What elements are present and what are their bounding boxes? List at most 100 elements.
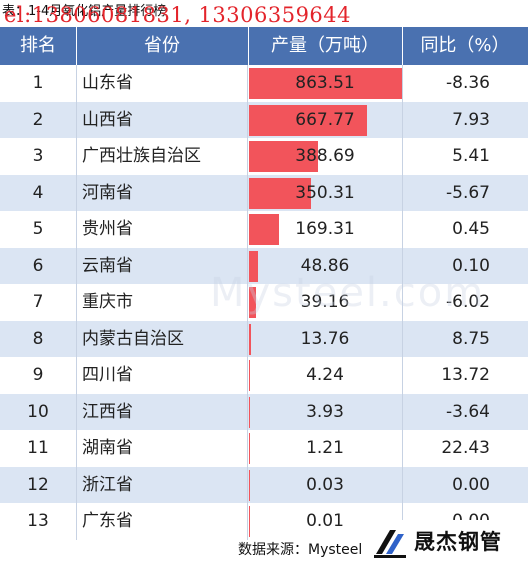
- output-cell: [248, 430, 403, 467]
- rank-cell: 3: [0, 138, 77, 175]
- table-row: 12 浙江省 0.03 0.00: [0, 466, 528, 503]
- yoy-cell: -6.02: [446, 292, 490, 312]
- overlay-contact-text: el:13806081831, 13306359644: [4, 3, 352, 27]
- output-value: 169.31: [295, 219, 355, 239]
- province-cell: 广西壮族自治区: [76, 138, 248, 175]
- brand-logo: 晟杰钢管: [368, 520, 528, 563]
- output-value: 4.24: [306, 365, 344, 385]
- table-row: 2 山西省 667.77 7.93: [0, 101, 528, 138]
- output-cell: [248, 101, 403, 138]
- yoy-cell: 7.93: [452, 109, 490, 130]
- province-cell: 山西省: [76, 101, 248, 138]
- table-row: 5 贵州省 169.31 0.45: [0, 211, 528, 248]
- output-value: 13.76: [300, 328, 350, 349]
- output-value: 350.31: [295, 182, 355, 203]
- output-bar: [249, 214, 279, 245]
- rank-cell: 8: [0, 320, 77, 357]
- output-bar: [249, 141, 318, 172]
- province-cell: 内蒙古自治区: [76, 320, 248, 357]
- table-row: 3 广西壮族自治区 388.69 5.41: [0, 138, 528, 175]
- province-cell: 浙江省: [76, 466, 248, 503]
- yoy-cell: 5.41: [452, 146, 490, 166]
- output-bar: [249, 323, 252, 355]
- output-bar: [249, 104, 368, 136]
- output-bar: [249, 396, 250, 428]
- output-value: 39.16: [300, 292, 350, 312]
- rank-cell: 11: [0, 430, 77, 467]
- brand-logo-text: 晟杰钢管: [414, 530, 502, 554]
- yoy-cell: 8.75: [452, 328, 490, 349]
- header-output: 产量（万吨）: [248, 27, 403, 65]
- yoy-cell: 22.43: [441, 438, 490, 458]
- yoy-cell: 0.45: [452, 219, 490, 239]
- rank-cell: 1: [0, 65, 77, 102]
- header-rank: 排名: [0, 27, 77, 65]
- table-row: 7 重庆市 39.16 -6.02: [0, 284, 528, 321]
- province-cell: 云南省: [76, 247, 248, 284]
- output-value: 0.03: [306, 474, 344, 495]
- yoy-cell: -5.67: [446, 182, 490, 203]
- output-bar: [249, 68, 402, 99]
- yoy-cell: 0.10: [452, 255, 490, 276]
- rank-cell: 13: [0, 503, 77, 540]
- rank-cell: 5: [0, 211, 77, 248]
- output-cell: [248, 320, 403, 357]
- output-bar: [249, 250, 258, 282]
- output-cell: [248, 247, 403, 284]
- table-row: 1 山东省 863.51 -8.36: [0, 65, 528, 102]
- output-cell: [248, 284, 403, 321]
- table-row: 11 湖南省 1.21 22.43: [0, 430, 528, 467]
- output-bar: [249, 360, 250, 391]
- output-cell: [248, 138, 403, 175]
- yoy-cell: 13.72: [441, 365, 490, 385]
- table-row: 9 四川省 4.24 13.72: [0, 357, 528, 394]
- yoy-cell: 0.00: [452, 474, 490, 495]
- output-value: 3.93: [306, 401, 344, 422]
- output-bar: [249, 177, 312, 209]
- table-row: 6 云南省 48.86 0.10: [0, 247, 528, 284]
- caption: 表：1-4月氧化铝产量排行榜: [2, 4, 167, 19]
- output-value: 863.51: [295, 73, 355, 93]
- province-cell: 山东省: [76, 65, 248, 102]
- output-bar: [249, 287, 256, 318]
- output-bar: [249, 469, 250, 501]
- output-value: 667.77: [295, 109, 355, 130]
- province-cell: 重庆市: [76, 284, 248, 321]
- province-cell: 江西省: [76, 393, 248, 430]
- output-value: 48.86: [300, 255, 350, 276]
- rank-cell: 4: [0, 174, 77, 211]
- output-cell: [248, 65, 403, 102]
- rank-cell: 10: [0, 393, 77, 430]
- brand-logo-icon: [374, 530, 406, 558]
- province-cell: 贵州省: [76, 211, 248, 248]
- output-value: 1.21: [306, 438, 344, 458]
- table-row: 8 内蒙古自治区 13.76 8.75: [0, 320, 528, 357]
- table-row: 4 河南省 350.31 -5.67: [0, 174, 528, 211]
- data-source: 数据来源：Mysteel: [238, 542, 363, 558]
- output-cell: [248, 174, 403, 211]
- output-value: 0.01: [306, 511, 344, 531]
- output-bar: [249, 506, 250, 537]
- output-cell: [248, 211, 403, 248]
- yoy-cell: -3.64: [446, 401, 490, 422]
- rank-cell: 6: [0, 247, 77, 284]
- header-province: 省份: [76, 27, 249, 65]
- output-cell: [248, 357, 403, 394]
- province-cell: 湖南省: [76, 430, 248, 467]
- province-cell: 河南省: [76, 174, 248, 211]
- output-cell: [248, 393, 403, 430]
- output-bar: [249, 433, 250, 464]
- table-header: 排名 省份 产量（万吨） 同比（%）: [0, 27, 528, 65]
- province-cell: 广东省: [76, 503, 248, 540]
- province-cell: 四川省: [76, 357, 248, 394]
- rank-cell: 7: [0, 284, 77, 321]
- output-value: 388.69: [295, 146, 355, 166]
- rank-cell: 12: [0, 466, 77, 503]
- header-yoy: 同比（%）: [420, 35, 510, 56]
- rank-cell: 2: [0, 101, 77, 138]
- yoy-cell: -8.36: [446, 73, 490, 93]
- output-cell: [248, 466, 403, 503]
- rank-cell: 9: [0, 357, 77, 394]
- table-row: 10 江西省 3.93 -3.64: [0, 393, 528, 430]
